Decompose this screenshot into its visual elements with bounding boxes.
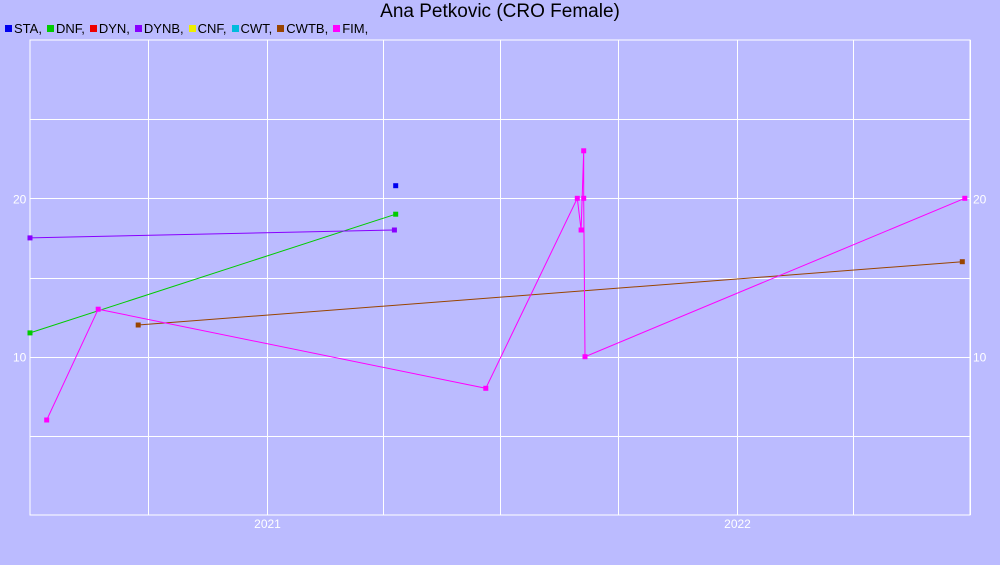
data-point-cwtb [135,322,141,328]
legend-label: FIM, [342,21,369,36]
chart-title: Ana Petkovic (CRO Female) [380,1,620,22]
legend-swatch [89,25,97,32]
legend-swatch [277,25,285,32]
y-tick-label-left: 20 [13,192,27,206]
series-line-cwtb [138,261,963,326]
legend-swatch [231,25,239,32]
data-point-fim [578,227,584,233]
legend-item-dnf: DNF, [46,21,85,36]
y-tick-label-right: 10 [973,351,987,365]
data-point-fim [581,195,587,201]
legend-item-sta: STA, [5,21,42,36]
legend-swatch [5,25,12,32]
data-point-fim [581,148,587,154]
series-line-dynb [29,229,395,239]
legend-item-cwt: CWT, [231,21,273,36]
series-line-fim [46,150,965,421]
legend-label: DYNB, [143,21,184,36]
data-point-fim [582,354,588,360]
series-line-dnf [29,213,396,334]
legend-label: CWT, [240,21,273,36]
data-point-cwtb [959,259,965,265]
legend-label: CNF, [197,21,227,36]
data-point-fim [962,195,968,201]
y-tick-label-left: 10 [13,351,27,365]
y-tick-label-right: 20 [973,192,987,206]
legend-swatch [134,25,142,32]
data-point-dynb [391,227,397,233]
x-tick-label: 2021 [254,517,281,531]
data-point-dnf [393,211,399,217]
data-point-dnf [27,330,33,336]
legend: STA, DNF, DYN, DYNB, CNF, CWT, CWTB, FIM, [5,21,373,36]
legend-item-cnf: CNF, [188,21,227,36]
legend-label: DYN, [98,21,130,36]
legend-label: CWTB, [286,21,329,36]
legend-label: STA, [14,21,42,36]
legend-item-cwtb: CWTB, [277,21,328,36]
legend-swatch [46,25,54,32]
data-point-fim [574,195,580,201]
legend-item-dyn: DYN, [89,21,130,36]
x-tick-label: 2022 [724,517,751,531]
legend-label: DNF, [55,21,85,36]
legend-item-fim: FIM, [333,21,368,36]
data-point-dynb [27,235,33,241]
data-point-fim [44,417,50,423]
data-point-fim [95,306,101,312]
legend-swatch [333,25,341,32]
data-point-sta [393,183,399,189]
legend-swatch [188,25,196,32]
legend-item-dynb: DYNB, [134,21,184,36]
data-point-fim [483,385,489,391]
